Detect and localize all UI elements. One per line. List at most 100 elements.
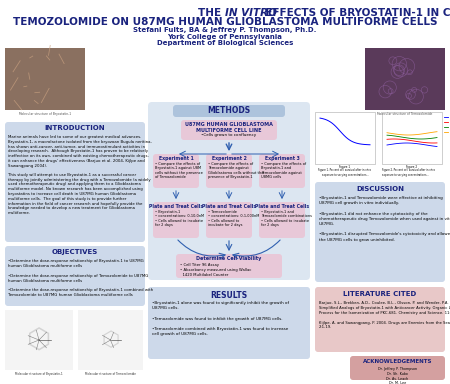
TGZ 2	[388, 133, 393, 138]
TGZ 1	[409, 138, 414, 143]
TGZ 2	[420, 137, 426, 141]
Text: Molecular structure of Temozolomide: Molecular structure of Temozolomide	[377, 112, 433, 116]
Text: ACKNOWLEDGEMENTS: ACKNOWLEDGEMENTS	[363, 359, 432, 364]
Temozolomide First	[414, 141, 419, 146]
TGZ 2	[426, 136, 431, 141]
Temozolomide First	[403, 141, 409, 145]
FancyBboxPatch shape	[206, 154, 252, 188]
TGZ 2	[412, 136, 417, 141]
TGZ 1	[395, 137, 400, 141]
Text: ⬡: ⬡	[27, 326, 51, 354]
Bar	[78, 310, 143, 370]
Line: TGZ 1: TGZ 1	[387, 139, 437, 143]
TGZ 3	[388, 131, 393, 136]
Text: • Bryostatin-1 and
Temozolomide combinations
• Cells allowed to incubate
for 2 d: • Bryostatin-1 and Temozolomide combinat…	[261, 210, 312, 227]
TGZ 3	[395, 132, 400, 137]
Temozolomide First	[426, 143, 431, 147]
Temozolomide First	[429, 144, 435, 148]
Temozolomide First	[407, 141, 412, 146]
Text: ⬡: ⬡	[101, 330, 120, 350]
TGZ 3	[432, 130, 438, 134]
TGZ 1	[391, 137, 396, 141]
FancyBboxPatch shape	[148, 102, 310, 280]
Text: EFFECTS OF BRYOSTATIN-1 IN CONJUNCTION WITH: EFFECTS OF BRYOSTATIN-1 IN CONJUNCTION W…	[258, 8, 450, 18]
Temozolomide First	[412, 141, 417, 146]
TGZ 2	[395, 134, 400, 139]
TGZ 3	[410, 132, 415, 137]
Temozolomide First	[417, 142, 423, 146]
TGZ 1	[414, 139, 419, 144]
Text: •Determine the dose-response relationship of Bryostatin-1 to U87MG
human Gliobla: •Determine the dose-response relationshi…	[8, 259, 153, 297]
Text: Figure 2: Figure 2	[406, 165, 418, 169]
TGZ 1	[400, 137, 405, 142]
TGZ 1	[415, 139, 421, 144]
Temozolomide First	[393, 141, 398, 146]
Temozolomide First	[395, 141, 400, 146]
TGZ 2	[434, 135, 440, 140]
Temozolomide First	[398, 141, 404, 146]
TGZ 3	[396, 132, 402, 137]
TGZ 2	[391, 134, 396, 138]
TGZ 3	[409, 132, 414, 137]
Bar	[5, 48, 85, 110]
Text: Determine Cell Viability: Determine Cell Viability	[196, 256, 261, 261]
TGZ 1	[396, 137, 402, 141]
TGZ 1	[407, 138, 412, 142]
Text: IN VITRO: IN VITRO	[225, 8, 277, 18]
TGZ 1	[405, 138, 410, 142]
TGZ 1	[431, 141, 436, 145]
TGZ 1	[428, 141, 433, 145]
FancyBboxPatch shape	[148, 287, 310, 359]
TGZ 3	[403, 132, 409, 137]
Text: INTRODUCTION: INTRODUCTION	[45, 125, 105, 131]
TGZ 3	[431, 130, 436, 134]
Temozolomide First	[419, 142, 424, 147]
FancyBboxPatch shape	[176, 254, 282, 278]
Text: Stefani Fults, BA & Jeffrey P. Thompson, Ph.D.: Stefani Fults, BA & Jeffrey P. Thompson,…	[133, 27, 317, 33]
TGZ 2	[384, 133, 390, 137]
Temozolomide First	[420, 142, 426, 147]
Line: TGZ 2: TGZ 2	[387, 135, 437, 139]
TGZ 2	[419, 137, 424, 141]
Text: • Temozolomide
• concentrations: 0-1,000nM
• Cells allowed to
incubate for 2 day: • Temozolomide • concentrations: 0-1,000…	[208, 210, 259, 227]
Temozolomide First	[431, 144, 436, 148]
TGZ 2	[386, 133, 391, 137]
TGZ 1	[388, 137, 393, 141]
Temozolomide First	[432, 144, 438, 149]
TGZ 3	[412, 132, 417, 137]
TGZ 3	[407, 133, 412, 137]
TGZ 3	[424, 131, 429, 136]
TGZ 2	[401, 135, 407, 140]
Text: • Bryostatin-1
• concentrations: 0-10,0nM
• Cells allowed to incubate
for 2 days: • Bryostatin-1 • concentrations: 0-10,0n…	[155, 210, 204, 227]
Text: RESULTS: RESULTS	[211, 291, 248, 300]
TGZ 1	[417, 140, 423, 144]
Text: • Cell Titer 96 Assay
• Absorbancy measured using Wallac
  1420 Multilabel Count: • Cell Titer 96 Assay • Absorbancy measu…	[180, 263, 252, 277]
TGZ 3	[429, 130, 435, 135]
Text: Molecular structure of Temozolomide: Molecular structure of Temozolomide	[85, 372, 136, 376]
Line: TGZ 3: TGZ 3	[387, 132, 437, 135]
Text: METHODS: METHODS	[207, 106, 251, 115]
Text: • Compare the effects of
Temozolomide against
Glioblastoma cells without the
pre: • Compare the effects of Temozolomide ag…	[208, 162, 264, 179]
FancyBboxPatch shape	[315, 182, 445, 282]
Text: Figure 1. Percent cell survival after in vitro
exposure to varying concentration: Figure 1. Percent cell survival after in…	[319, 168, 372, 177]
TGZ 3	[386, 131, 391, 135]
FancyBboxPatch shape	[5, 246, 145, 306]
Text: TGZ 3: TGZ 3	[449, 130, 450, 134]
Text: • Compare the effects of
Bryostatin-1 and
Temozolomide against
U8MG cells: • Compare the effects of Bryostatin-1 an…	[261, 162, 306, 179]
Text: Molecular structure of Bryostatin-1: Molecular structure of Bryostatin-1	[19, 112, 71, 116]
TGZ 2	[417, 137, 423, 141]
Text: OBJECTIVES: OBJECTIVES	[52, 249, 98, 255]
TGZ 3	[419, 132, 424, 136]
Temozolomide First	[424, 143, 429, 147]
TGZ 3	[400, 132, 405, 137]
Temozolomide First	[415, 141, 421, 146]
TGZ 1	[420, 140, 426, 145]
TGZ 2	[414, 137, 419, 141]
TGZ 1	[398, 137, 404, 142]
Temozolomide First	[434, 144, 440, 149]
TGZ 1	[419, 140, 424, 144]
TGZ 3	[428, 130, 433, 135]
TGZ 1	[424, 141, 429, 145]
Text: TEMOZOLOMIDE ON U87MG HUMAN GLIOBLASTOMA MULTIFORME CELLS: TEMOZOLOMIDE ON U87MG HUMAN GLIOBLASTOMA…	[13, 17, 437, 27]
TGZ 3	[420, 131, 426, 136]
